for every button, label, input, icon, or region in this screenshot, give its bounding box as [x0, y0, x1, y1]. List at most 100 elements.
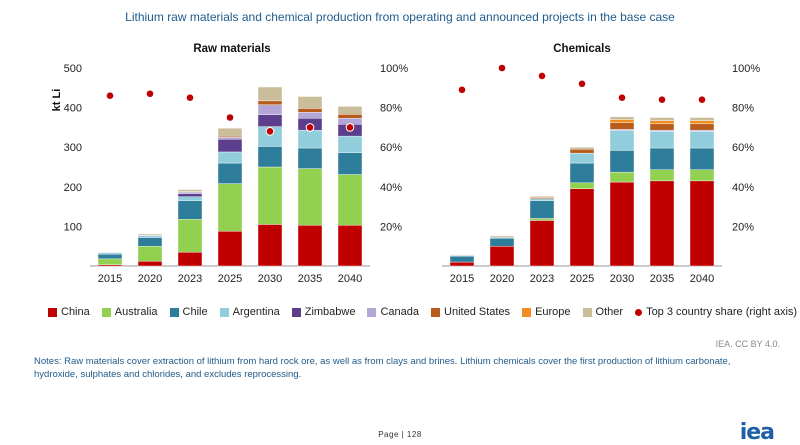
- bar-segment: [177, 200, 203, 220]
- bar-segment: [257, 86, 283, 102]
- bar-segment: [529, 218, 555, 221]
- legend-item: Europe: [522, 306, 571, 318]
- share-dot: [185, 93, 195, 102]
- legend-swatch-icon: [582, 307, 592, 317]
- bar-segment: [297, 168, 323, 226]
- legend-swatch-icon: [522, 307, 532, 317]
- bar-segment: [529, 200, 555, 219]
- y2-tick-label: 60%: [732, 142, 754, 154]
- bar-segment: [649, 123, 675, 131]
- bar-segment: [217, 183, 243, 232]
- chart-area: Raw materials 100 200 300 400 500 kt Li 20% 40% 6…: [51, 43, 760, 285]
- bar-segment: [177, 219, 203, 253]
- bar-segment: [137, 237, 163, 247]
- y-tick-label: 400: [64, 103, 82, 115]
- credit: IEA. CC BY 4.0.: [715, 339, 780, 349]
- share-dot: [457, 85, 467, 95]
- bar-segment: [689, 117, 715, 121]
- y2-tick-label: 100%: [380, 63, 408, 75]
- share-dot: [697, 95, 707, 104]
- share-dot: [617, 93, 627, 102]
- bar-segment: [649, 169, 675, 182]
- share-dot: [345, 123, 355, 132]
- bar-segment: [609, 122, 635, 130]
- bar-segment: [257, 224, 283, 267]
- bar-segment: [649, 180, 675, 267]
- bar-segment: [137, 233, 163, 236]
- x-tick-label: 2015: [450, 273, 474, 285]
- x-tick-label: 2023: [530, 273, 554, 285]
- legend-swatch-icon: [367, 307, 377, 317]
- bar-segment: [337, 174, 363, 226]
- bar-segment: [297, 129, 323, 149]
- x-tick-label: 2040: [338, 273, 362, 285]
- bar-segment: [569, 146, 595, 150]
- bar-segment: [649, 120, 675, 125]
- panel-title: Raw materials: [193, 43, 270, 55]
- x-tick-label: 2035: [298, 273, 322, 285]
- bar-segment: [297, 225, 323, 267]
- legend-label: Australia: [114, 306, 158, 318]
- share-dot: [105, 91, 115, 101]
- legend-label: Top 3 country share (right axis): [646, 306, 798, 318]
- bar-segment: [649, 117, 675, 121]
- legend: China Australia Chile Argentina Zimbabwe Cana…: [48, 306, 800, 318]
- share-dot: [657, 95, 667, 104]
- legend-label: United States: [444, 306, 511, 318]
- legend-label: Argentina: [232, 306, 280, 318]
- panel-title: Chemicals: [553, 43, 611, 55]
- bar-segment: [217, 230, 243, 267]
- bar-segment: [337, 135, 363, 153]
- bar-segment: [689, 123, 715, 131]
- legend-swatch-icon: [291, 307, 301, 317]
- bar-segment: [297, 147, 323, 169]
- bar-segment: [217, 137, 243, 140]
- legend-dot-icon: [635, 308, 643, 316]
- bar-segment: [569, 162, 595, 184]
- legend-swatch-icon: [101, 307, 111, 317]
- bar-segment: [177, 251, 203, 267]
- x-tick-label: 2020: [490, 273, 514, 285]
- bar-segment: [257, 166, 283, 225]
- bar-segment: [689, 180, 715, 267]
- legend-label: Canada: [380, 306, 420, 318]
- bar-segment: [177, 189, 203, 192]
- x-tick-label: 2020: [138, 273, 162, 285]
- y2-tick-label: 40%: [732, 182, 754, 194]
- bar-segment: [689, 131, 715, 149]
- share-dot: [225, 113, 235, 122]
- y2-tick-label: 60%: [380, 142, 402, 154]
- bar-segment: [449, 261, 475, 267]
- x-tick-label: 2030: [610, 273, 634, 285]
- bar-segment: [257, 104, 283, 115]
- legend-item: China: [48, 306, 90, 318]
- legend-swatch-icon: [48, 307, 57, 317]
- bar-segment: [649, 147, 675, 170]
- bar-segment: [217, 151, 243, 164]
- legend-item: Argentina: [219, 306, 280, 318]
- bar-segment: [217, 127, 243, 137]
- bar-segment: [489, 235, 515, 237]
- x-tick-label: 2015: [98, 273, 122, 285]
- share-dot: [537, 71, 547, 81]
- bar-segment: [337, 225, 363, 267]
- legend-label: Europe: [535, 306, 571, 318]
- page-number: Page | 128: [378, 430, 422, 439]
- bar-segment: [177, 196, 203, 201]
- bar-segment: [569, 152, 595, 164]
- bar-segment: [489, 245, 515, 267]
- bar-segment: [609, 119, 635, 123]
- y-axis-label: kt Li: [51, 89, 63, 112]
- bar-segment: [297, 96, 323, 109]
- share-dot: [497, 63, 507, 73]
- share-dot: [145, 89, 155, 99]
- bar-segment: [177, 193, 203, 197]
- bar-segment: [257, 100, 283, 106]
- bar-segment: [689, 147, 715, 170]
- bar-segment: [529, 220, 555, 267]
- legend-label: Chile: [182, 306, 208, 318]
- legend-item: Canada: [367, 306, 419, 318]
- y2-tick-label: 80%: [380, 103, 402, 115]
- y-tick-label: 500: [64, 63, 82, 75]
- bar-segment: [449, 255, 475, 263]
